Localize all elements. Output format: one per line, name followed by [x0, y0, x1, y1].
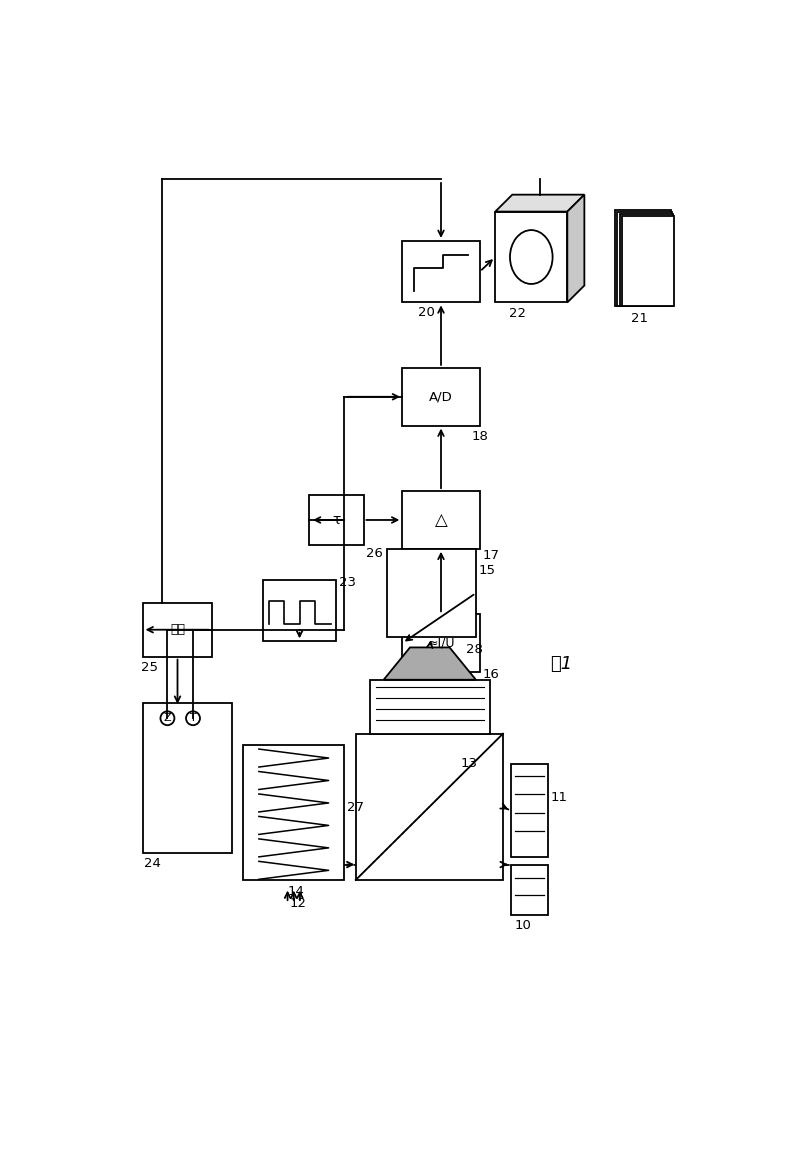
Text: 27: 27: [347, 801, 364, 814]
Bar: [142, 603, 212, 657]
Text: Z: Z: [164, 713, 171, 724]
Text: 24: 24: [144, 856, 161, 870]
Bar: [386, 549, 476, 637]
Text: 18: 18: [472, 429, 489, 442]
Text: A/D: A/D: [429, 391, 453, 404]
Bar: [262, 579, 336, 642]
Bar: [402, 240, 480, 303]
Text: 11: 11: [551, 792, 568, 805]
Text: △: △: [434, 511, 447, 529]
Bar: [510, 765, 548, 856]
Polygon shape: [384, 647, 476, 680]
Bar: [370, 680, 490, 733]
Bar: [243, 745, 344, 880]
Text: 12: 12: [290, 897, 307, 910]
Polygon shape: [567, 195, 584, 303]
Bar: [310, 495, 363, 545]
Text: 15: 15: [478, 564, 495, 577]
Text: τ: τ: [332, 513, 341, 527]
Text: T: T: [190, 713, 196, 724]
Bar: [402, 615, 480, 672]
Text: 14: 14: [287, 884, 305, 897]
Text: 10: 10: [514, 920, 531, 933]
Bar: [402, 491, 480, 549]
Text: 21: 21: [631, 312, 648, 325]
Bar: [402, 368, 480, 426]
Bar: [622, 216, 674, 306]
Text: 16: 16: [482, 669, 499, 682]
Text: 28: 28: [466, 643, 482, 656]
Text: ≈I/U: ≈I/U: [427, 637, 454, 650]
Bar: [142, 703, 232, 853]
Bar: [356, 733, 503, 880]
Text: 17: 17: [482, 549, 499, 562]
Text: 13: 13: [460, 757, 478, 769]
Circle shape: [186, 711, 200, 725]
Bar: [495, 211, 567, 303]
Text: 23: 23: [338, 576, 356, 589]
Bar: [619, 215, 673, 306]
Text: 图1: 图1: [550, 656, 572, 673]
Text: 复位: 复位: [170, 623, 185, 636]
Bar: [618, 212, 672, 306]
Bar: [510, 865, 548, 915]
Circle shape: [161, 711, 174, 725]
Text: 26: 26: [366, 547, 382, 560]
Bar: [615, 210, 671, 306]
Text: 25: 25: [141, 660, 158, 673]
Ellipse shape: [510, 230, 553, 284]
Text: 20: 20: [418, 306, 434, 319]
Text: 22: 22: [509, 307, 526, 320]
Polygon shape: [495, 195, 584, 211]
